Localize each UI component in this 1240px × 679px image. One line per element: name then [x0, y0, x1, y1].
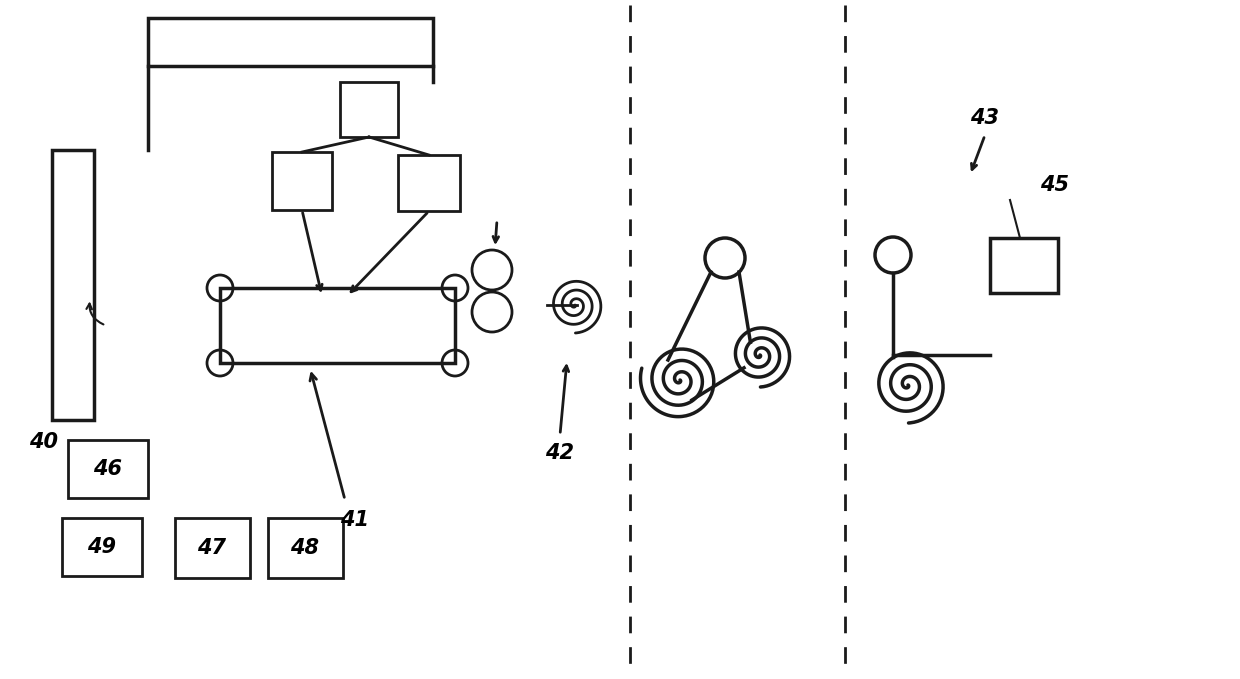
Bar: [52, 150, 94, 420]
Bar: [219, 288, 455, 363]
Text: 47: 47: [197, 538, 227, 558]
Text: 42: 42: [546, 443, 574, 463]
Text: 45: 45: [1040, 175, 1069, 195]
Bar: [62, 518, 143, 576]
Bar: [398, 155, 460, 211]
Text: 46: 46: [93, 459, 123, 479]
Bar: [68, 440, 148, 498]
Text: 48: 48: [290, 538, 320, 558]
Bar: [268, 518, 343, 578]
Bar: [272, 152, 332, 210]
Bar: [175, 518, 250, 578]
Bar: [340, 82, 398, 137]
Text: 43: 43: [971, 108, 999, 128]
Text: 41: 41: [341, 510, 370, 530]
Text: 49: 49: [88, 537, 117, 557]
Bar: [990, 238, 1058, 293]
Bar: [148, 18, 433, 66]
Text: 40: 40: [30, 432, 58, 452]
